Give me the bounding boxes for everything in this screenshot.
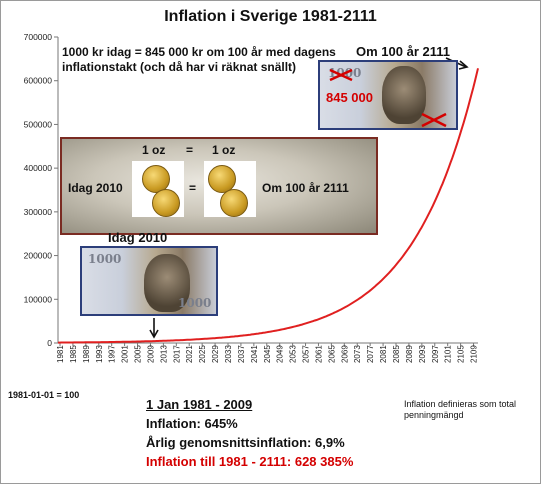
x-tick-label: 2009 (146, 345, 155, 363)
oz-equals-top: = (186, 143, 194, 157)
gold-om100-label: Om 100 år 2111 (262, 181, 349, 195)
gold-idag-label: Idag 2010 (68, 181, 123, 195)
cross-mark-lower (420, 112, 448, 128)
x-tick-label: 2005 (134, 345, 143, 363)
x-tick-label: 2077 (366, 345, 375, 363)
x-tick-label: 2061 (314, 345, 323, 363)
x-tick-label: 2053 (289, 345, 298, 363)
inflation-series-line (58, 68, 479, 344)
x-tick-label: 2097 (431, 345, 440, 363)
oz-left: 1 oz (142, 143, 166, 157)
cross-mark (328, 68, 354, 82)
x-tick-label: 2065 (327, 345, 336, 363)
gold-coins-left-image (132, 161, 184, 217)
y-tick-label: 200000 (24, 251, 53, 261)
x-tick-label: 2025 (198, 345, 207, 363)
y-tick-labels: 0 100000 200000 300000 400000 500000 600000 700… (24, 32, 58, 348)
x-tick-label: 2105 (457, 345, 466, 363)
x-tick-label: 2101 (444, 345, 453, 363)
x-tick-label: 2093 (418, 345, 427, 363)
gold-comparison-box: Idag 2010 1 oz = 1 oz = Om 100 år 2111 (60, 137, 378, 235)
oz-equals-mid: = (189, 181, 197, 195)
y-tick-label: 400000 (24, 163, 53, 173)
stats-block: 1 Jan 1981 - 2009 Inflation: 645% Årlig … (146, 395, 353, 471)
note-845000: 845 000 (326, 90, 373, 105)
banknote-2010-image: 1000 1000 (80, 246, 218, 316)
gold-coins-right-image (204, 161, 256, 217)
idag-2010-label: Idag 2010 (108, 230, 168, 245)
x-tick-label: 2085 (392, 345, 401, 363)
top-note: 1000 kr idag = 845 000 kr om 100 år med … (62, 45, 336, 74)
x-tick-labels: 1981 1985 1989 1993 1997 2001 2005 2009 2013 2017… (56, 343, 479, 363)
base-index-note: 1981-01-01 = 100 (8, 390, 80, 400)
x-tick-label: 1997 (108, 345, 117, 363)
x-tick-label: 2081 (379, 345, 388, 363)
x-tick-label: 2041 (250, 345, 259, 363)
x-tick-label: 2089 (405, 345, 414, 363)
x-tick-label: 2017 (172, 345, 181, 363)
stats-inflation: Inflation: 645% (146, 416, 238, 431)
x-tick-label: 2001 (121, 345, 130, 363)
x-tick-label: 1989 (82, 345, 91, 363)
om100-top-label: Om 100 år 2111 (356, 44, 450, 59)
stats-annual: Årlig genomsnittsinflation: 6,9% (146, 435, 345, 450)
banknote-future-image: 1000 845 000 (318, 60, 458, 130)
x-tick-label: 1981 (56, 345, 65, 363)
arrow-down-2010 (149, 318, 159, 339)
stats-projection: Inflation till 1981 - 2111: 628 385% (146, 454, 354, 469)
y-tick-label: 700000 (24, 32, 53, 42)
y-tick-label: 100000 (24, 294, 53, 304)
x-tick-label: 1985 (69, 345, 78, 363)
x-tick-label: 2109 (470, 345, 479, 363)
y-tick-label: 300000 (24, 207, 53, 217)
axes (57, 37, 478, 344)
x-tick-label: 2013 (159, 345, 168, 363)
definition-note: Inflation definieras som total penningmä… (404, 399, 517, 420)
x-tick-label: 2057 (302, 345, 311, 363)
x-tick-label: 2049 (276, 345, 285, 363)
x-tick-label: 2033 (224, 345, 233, 363)
y-tick-label: 600000 (24, 76, 53, 86)
x-tick-label: 2021 (185, 345, 194, 363)
x-tick-label: 1993 (95, 345, 104, 363)
y-tick-label: 500000 (24, 119, 53, 129)
oz-right: 1 oz (212, 143, 236, 157)
x-tick-label: 2073 (353, 345, 362, 363)
stats-period: 1 Jan 1981 - 2009 (146, 397, 253, 412)
chart-title: Inflation i Sverige 1981-2111 (164, 8, 377, 25)
x-tick-label: 2029 (211, 345, 220, 363)
y-tick-label: 0 (47, 338, 52, 348)
x-tick-label: 2045 (263, 345, 272, 363)
x-tick-label: 2037 (237, 345, 246, 363)
x-tick-label: 2069 (340, 345, 349, 363)
